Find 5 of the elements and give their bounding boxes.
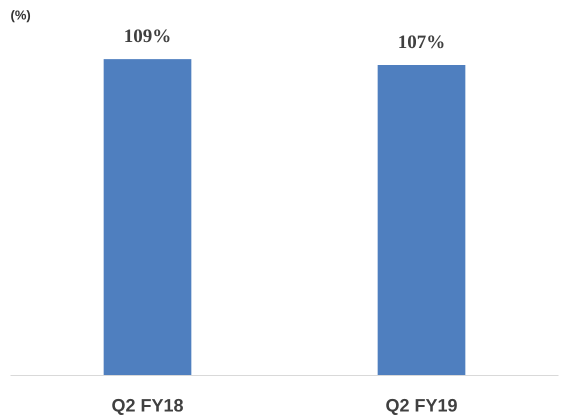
- x-tick-label: Q2 FY18: [111, 396, 184, 416]
- data-label: 107%: [398, 32, 446, 53]
- data-label: 109%: [124, 26, 172, 48]
- y-axis-title: (%): [10, 8, 31, 22]
- x-tick-label: Q2 FY19: [385, 396, 458, 416]
